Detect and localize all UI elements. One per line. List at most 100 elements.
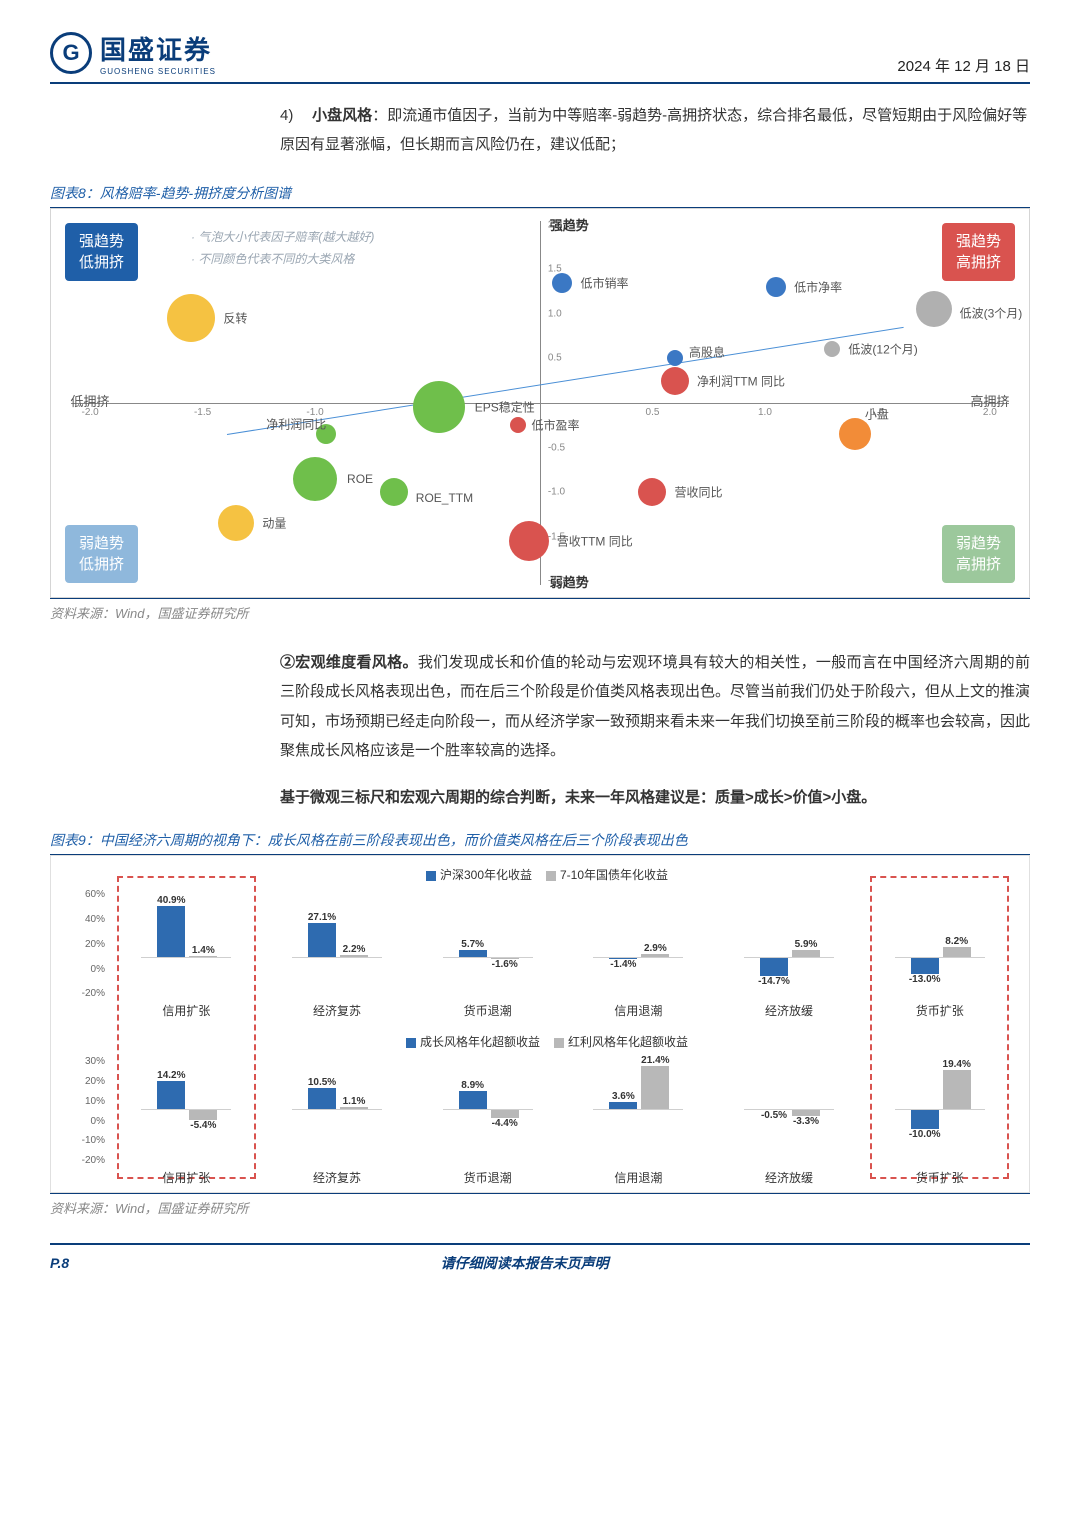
bar-value: 2.2% [343,944,366,955]
bar-group: 10.5% 1.1% 经济复苏 [262,1049,413,1186]
bar-group: -13.0%8.2%货币扩张 [864,882,1015,1019]
scatter-point [510,417,526,433]
figure8-source: 资料来源：Wind，国盛证券研究所 [50,598,1030,622]
legend-label: 沪深300年化收益 [440,868,532,882]
bar-chart-top: 沪深300年化收益7-10年国债年化收益 60%40%20%0%-20% 40.… [65,866,1015,1019]
bar-value: -0.5% [761,1110,787,1121]
scatter-point [661,367,689,395]
bar: -5.4% [189,1109,217,1120]
legend-note-1: · 气泡大小代表因子赔率(越大越好) [191,227,374,249]
bar-value: 14.2% [157,1070,185,1081]
bar-value: 5.7% [461,939,484,950]
y-tick-label: 60% [65,889,105,900]
page-footer: P.8 请仔细阅读本报告末页声明 [50,1243,1030,1273]
category-label: 货币扩张 [916,1002,964,1019]
bar: 27.1% [308,923,336,957]
legend-swatch [546,871,556,881]
bar: 19.4% [943,1070,971,1109]
list-number: 4) [280,102,308,131]
scatter-label: 高股息 [689,344,725,361]
scatter-label: 小盘 [865,406,889,423]
scatter-point [293,457,337,501]
bar-group: 5.7%-1.6%货币退潮 [412,882,563,1019]
bar-group: 3.6%21.4%信用退潮 [563,1049,714,1186]
bar-value: 1.4% [192,945,215,956]
legend-swatch [554,1038,564,1048]
list-item-4: 4) 小盘风格：即流通市值因子，当前为中等赔率-弱趋势-高拥挤状态，综合排名最低… [280,102,1030,159]
category-label: 经济复苏 [313,1002,361,1019]
scatter-label: 净利润TTM 同比 [697,372,785,389]
category-label: 经济放缓 [765,1002,813,1019]
page-header: G 国盛证券 GUOSHENG SECURITIES 2024 年 12 月 1… [50,30,1030,84]
bar-value: 5.9% [795,939,818,950]
scatter-point [824,341,840,357]
paragraph-conclusion: 基于微观三标尺和宏观六周期的综合判断，未来一年风格建议是：质量>成长>价值>小盘… [280,783,1030,812]
legend-swatch [426,871,436,881]
bar-value: 3.6% [612,1091,635,1102]
bar-value: 8.9% [461,1080,484,1091]
y-tick: 1.0 [548,308,562,319]
corner-br: 弱趋势高拥挤 [942,525,1015,583]
bar-group: -1.4%2.9%信用退潮 [563,882,714,1019]
scatter-point [167,294,215,342]
y-tick: 0.5 [548,353,562,364]
bar-value: 10.5% [308,1077,336,1088]
scatter-legend-note: · 气泡大小代表因子赔率(越大越好) · 不同颜色代表不同的大类风格 [191,227,374,270]
bar: -13.0% [911,957,939,973]
bar-group: -14.7% 5.9% 经济放缓 [714,882,865,1019]
bar-value: 21.4% [641,1055,669,1066]
scatter-point [509,521,549,561]
scatter-point [380,478,408,506]
y-tick-label: 20% [65,1076,105,1087]
logo-icon: G [50,32,92,74]
bar: 5.7% [459,950,487,957]
scatter-label: 低市盈率 [532,417,580,434]
scatter-label: ROE_TTM [416,491,473,505]
bar-value: 2.9% [644,943,667,954]
scatter-point [839,418,871,450]
scatter-label: 动量 [262,515,286,532]
bar: 3.6% [609,1102,637,1109]
bar: 10.5% [308,1088,336,1109]
legend-top: 沪深300年化收益7-10年国债年化收益 [65,866,1015,883]
y-tick-label: 40% [65,914,105,925]
scatter-point [413,381,465,433]
bar-group: 40.9%1.4%信用扩张 [111,882,262,1019]
bar-value: 40.9% [157,895,185,906]
category-label: 经济放缓 [765,1169,813,1186]
bar-group: -0.5%-3.3%经济放缓 [714,1049,865,1186]
logo-text-en: GUOSHENG SECURITIES [100,67,216,76]
x-tick: -1.5 [194,407,211,418]
x-tick: 0.5 [646,407,660,418]
bar-group: -10.0% 19.4% 货币扩张 [864,1049,1015,1186]
y-tick-label: 10% [65,1096,105,1107]
y-tick-label: 30% [65,1056,105,1067]
scatter-point [552,273,572,293]
bar-value: -10.0% [909,1129,941,1140]
legend-label: 成长风格年化超额收益 [420,1035,540,1049]
category-label: 经济复苏 [313,1169,361,1186]
bar-value: 19.4% [943,1059,971,1070]
x-tick: 2.0 [983,407,997,418]
page-number: P.8 [50,1255,69,1271]
y-tick: -0.5 [548,442,565,453]
category-label: 货币扩张 [916,1169,964,1186]
scatter-point [667,350,683,366]
x-tick: 1.0 [758,407,772,418]
footer-disclaimer: 请仔细阅读本报告末页声明 [69,1253,980,1273]
scatter-label: 低波(3个月) [960,305,1023,322]
scatter-label: EPS稳定性 [475,399,535,416]
bar-value: 1.1% [343,1096,366,1107]
figure9-title: 图表9：中国经济六周期的视角下：成长风格在前三阶段表现出色，而价值类风格在后三个… [50,830,1030,855]
corner-tl: 强趋势低拥挤 [65,223,138,281]
list-text: ：即流通市值因子，当前为中等赔率-弱趋势-高拥挤状态，综合排名最低，尽管短期由于… [280,107,1027,153]
bar: -4.4% [491,1109,519,1118]
y-tick: -1.0 [548,487,565,498]
scatter-point [766,277,786,297]
conclusion-prefix: 基于微观三标尺和宏观六周期的综合判断，未来一年风格建议是： [280,789,715,806]
y-tick-label: -10% [65,1135,105,1146]
bar: -14.7% [760,957,788,975]
list-title: 小盘风格 [312,107,372,124]
x-tick: -2.0 [81,407,98,418]
scatter-label: 营收TTM 同比 [557,533,633,550]
